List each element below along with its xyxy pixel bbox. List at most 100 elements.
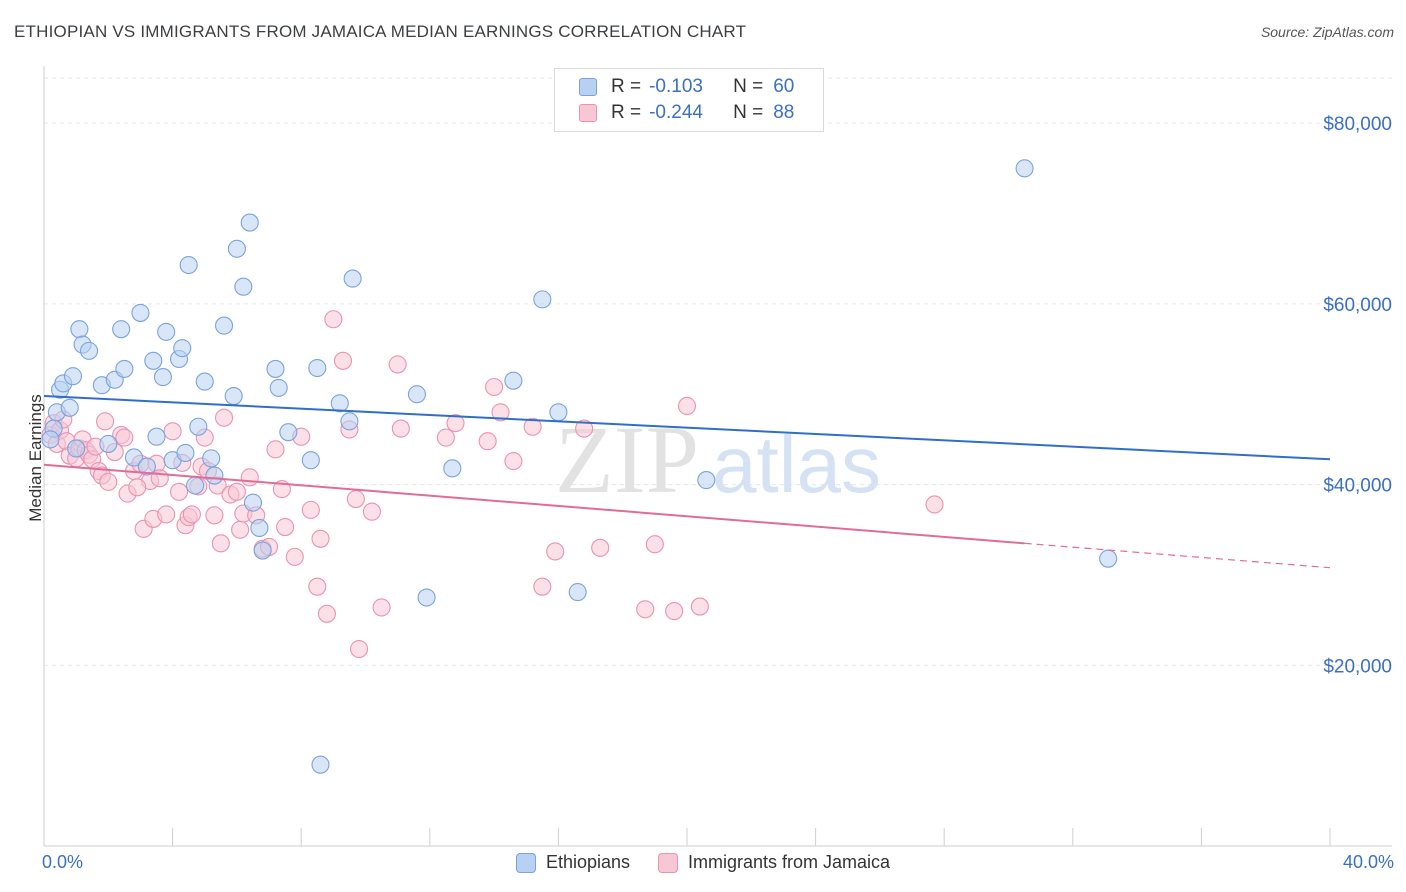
data-point xyxy=(591,538,610,557)
data-point xyxy=(99,472,118,491)
series-legend-ethiopians: Ethiopians xyxy=(515,852,630,873)
data-point xyxy=(485,377,504,397)
data-point xyxy=(266,440,285,459)
watermark: ZIP atlas xyxy=(555,406,881,513)
data-point xyxy=(697,471,716,490)
data-point xyxy=(179,255,198,275)
data-point xyxy=(330,394,349,413)
legend-n-value: 88 xyxy=(773,102,795,123)
data-point xyxy=(195,372,214,391)
legend-swatch-blue xyxy=(579,78,597,96)
axes xyxy=(43,66,1392,847)
y-axis-label: Median Earnings xyxy=(26,394,45,522)
data-point xyxy=(417,588,436,607)
data-point xyxy=(568,583,587,602)
data-point xyxy=(285,547,304,566)
chart-title: ETHIOPIAN VS IMMIGRANTS FROM JAMAICA MED… xyxy=(14,22,747,41)
data-point xyxy=(205,506,224,525)
data-point xyxy=(308,358,327,378)
data-point xyxy=(128,478,147,497)
data-point xyxy=(70,320,89,339)
data-point xyxy=(240,213,259,232)
data-point xyxy=(214,408,234,427)
y-tick-label: $80,000 xyxy=(1323,114,1392,135)
y-tick-label: $20,000 xyxy=(1323,656,1392,677)
data-point xyxy=(549,403,568,422)
legend-n-label: N = xyxy=(733,76,764,97)
data-point xyxy=(176,443,195,463)
data-point xyxy=(202,449,221,468)
data-point xyxy=(340,412,359,431)
data-point xyxy=(317,604,336,623)
legend-n-label: N = xyxy=(733,102,764,123)
data-point xyxy=(575,419,594,438)
data-point xyxy=(533,577,552,596)
data-point xyxy=(227,482,246,501)
data-point xyxy=(182,505,201,524)
data-point xyxy=(690,597,709,616)
data-point xyxy=(67,439,86,458)
data-point xyxy=(60,398,79,417)
y-tick-label: $60,000 xyxy=(1323,295,1392,316)
data-point xyxy=(343,269,362,288)
data-point xyxy=(533,290,552,309)
series-legend-jamaica: Immigrants from Jamaica xyxy=(658,852,890,873)
data-point xyxy=(301,500,320,519)
legend-r-label: R = xyxy=(611,102,642,123)
series-legend: Ethiopians Immigrants from Jamaica xyxy=(0,852,1406,873)
data-point xyxy=(144,351,163,370)
trend-layer xyxy=(43,395,1331,569)
data-point xyxy=(124,448,144,467)
data-point xyxy=(115,428,134,447)
data-point xyxy=(250,518,269,538)
series-ethiopians xyxy=(41,159,1118,774)
data-point xyxy=(546,542,565,561)
legend-row-ethiopians: R = -0.103 N = 60 xyxy=(579,75,794,99)
data-point xyxy=(446,414,465,433)
data-point xyxy=(478,432,497,451)
data-point xyxy=(173,339,192,358)
data-point xyxy=(186,476,205,495)
data-point xyxy=(115,359,134,378)
data-point xyxy=(346,489,365,509)
data-point xyxy=(350,639,369,659)
data-point xyxy=(301,451,320,470)
data-point xyxy=(234,277,253,296)
legend-row-jamaica: R = -0.244 N = 88 xyxy=(579,101,794,125)
trend-line xyxy=(43,463,1025,545)
legend-r-label: R = xyxy=(611,76,642,97)
data-point xyxy=(1015,159,1034,178)
data-point xyxy=(491,403,510,422)
legend-r-value: -0.244 xyxy=(649,102,703,123)
data-point xyxy=(443,459,462,478)
data-point xyxy=(636,600,655,619)
legend-r-value: -0.103 xyxy=(649,76,703,97)
data-point xyxy=(163,422,182,441)
data-point xyxy=(311,755,330,774)
y-tick-labels: $20,000 $40,000 $60,000 $80,000 xyxy=(1323,114,1392,677)
data-point xyxy=(131,303,150,322)
data-point xyxy=(253,541,272,560)
series-name-ethiopians: Ethiopians xyxy=(545,852,630,872)
data-point xyxy=(79,341,99,360)
data-point xyxy=(157,322,176,341)
data-point xyxy=(677,396,697,416)
x-tick-label-max: 40.0% xyxy=(1342,852,1394,872)
data-point xyxy=(362,502,381,521)
data-point xyxy=(147,427,166,446)
data-point xyxy=(504,371,523,390)
data-point xyxy=(189,417,208,436)
data-point xyxy=(169,482,189,501)
series-swatch-blue xyxy=(515,852,536,873)
data-point xyxy=(645,535,664,554)
legend-n-value: 60 xyxy=(773,76,795,97)
data-point xyxy=(112,320,131,339)
data-point xyxy=(227,239,246,258)
correlation-legend: R = -0.103 N = 60 R = -0.244 N = 88 xyxy=(554,68,824,132)
trend-line-extension xyxy=(1024,542,1331,569)
data-point xyxy=(308,577,327,596)
data-point xyxy=(523,417,542,436)
data-point xyxy=(153,368,173,387)
data-point xyxy=(333,351,353,370)
